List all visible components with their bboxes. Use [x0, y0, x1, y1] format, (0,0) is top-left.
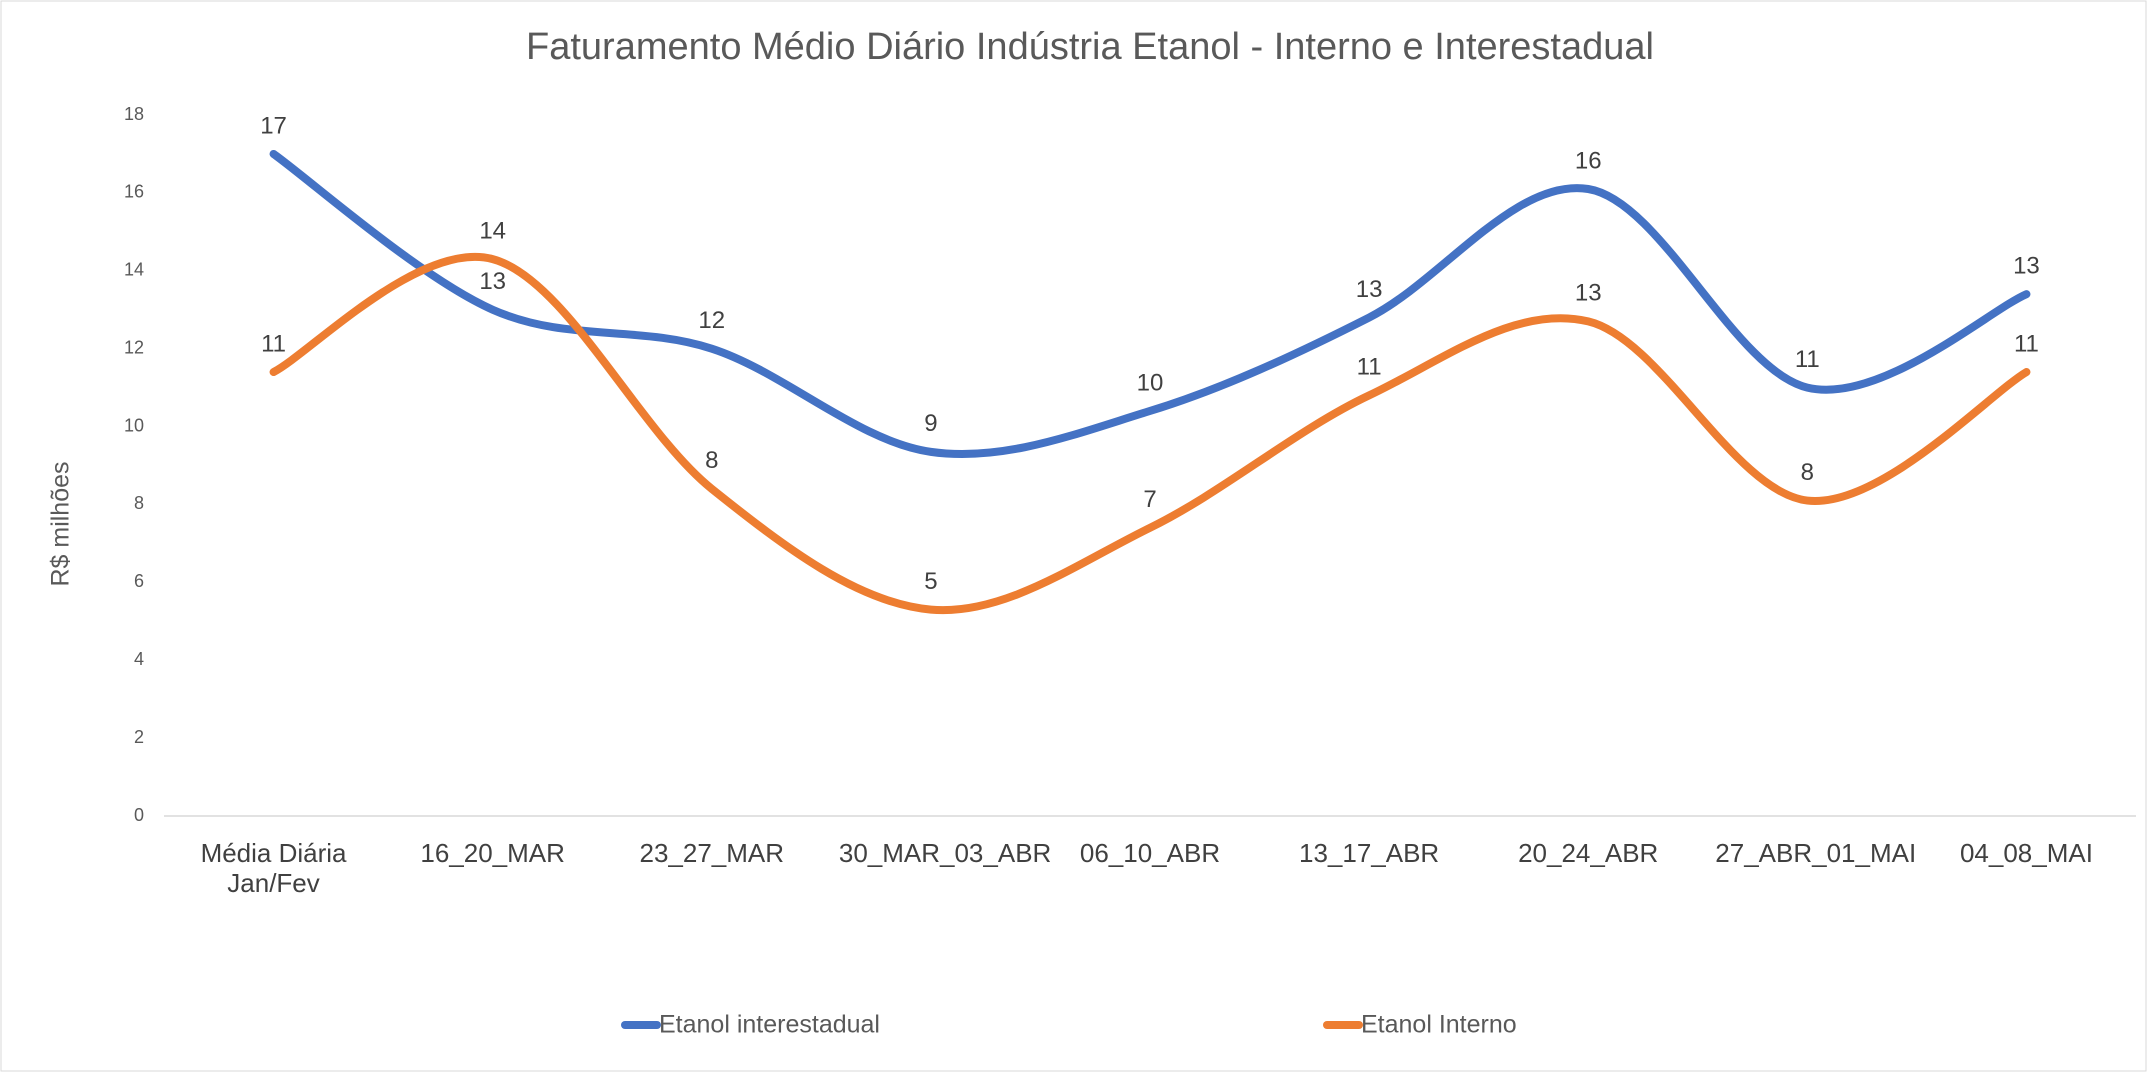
data-label: 11 [1795, 346, 1820, 373]
y-tick-label: 8 [134, 493, 144, 513]
y-tick-label: 0 [134, 805, 144, 825]
x-tick-label: 23_27_MAR [639, 838, 785, 868]
data-label: 17 [260, 112, 287, 139]
y-tick-label: 6 [134, 571, 144, 591]
y-tick-label: 10 [124, 415, 144, 435]
data-label: 11 [2014, 330, 2039, 357]
x-tick-label: 30_MAR_03_ABR [838, 838, 1052, 868]
data-label: 7 [1143, 486, 1156, 513]
y-axis-label: R$ milhões [47, 461, 75, 586]
legend-label: Etanol interestadual [659, 1011, 880, 1039]
x-tick-label: 16_20_MAR [420, 838, 565, 868]
x-tick-label: Média Diária Jan/Fev [200, 838, 347, 898]
data-label: 13 [479, 268, 506, 295]
data-label: 8 [705, 447, 718, 474]
y-tick-label: 18 [124, 104, 144, 124]
y-tick-label: 12 [124, 337, 144, 357]
data-label: 5 [924, 568, 937, 595]
x-tick-label: 04_08_MAI [1959, 838, 2093, 868]
data-label: 12 [698, 307, 725, 334]
data-label: 9 [924, 410, 937, 437]
data-label: 11 [261, 330, 286, 357]
legend-label: Etanol Interno [1361, 1011, 1517, 1039]
data-label: 11 [1357, 354, 1382, 381]
data-label: 10 [1137, 369, 1164, 396]
y-tick-label: 4 [134, 649, 144, 669]
y-tick-label: 16 [124, 182, 144, 202]
data-label: 13 [1575, 280, 1602, 307]
x-tick-label: 13_17_ABR [1298, 838, 1440, 868]
series-line [269, 252, 2031, 615]
data-label: 13 [2013, 252, 2040, 279]
x-tick-label: 06_10_ABR [1079, 838, 1221, 868]
y-tick-label: 2 [134, 727, 144, 747]
y-tick-label: 14 [124, 260, 144, 280]
data-label: 14 [479, 217, 506, 244]
chart-title: Faturamento Médio Diário Indústria Etano… [526, 26, 1654, 68]
series-line [269, 149, 2031, 459]
data-label: 8 [1801, 459, 1814, 486]
x-tick-label: 20_24_ABR [1518, 838, 1659, 868]
data-label: 16 [1575, 147, 1602, 174]
data-label: 13 [1356, 276, 1383, 303]
x-tick-label: 27_ABR_01_MAI [1715, 838, 1917, 868]
